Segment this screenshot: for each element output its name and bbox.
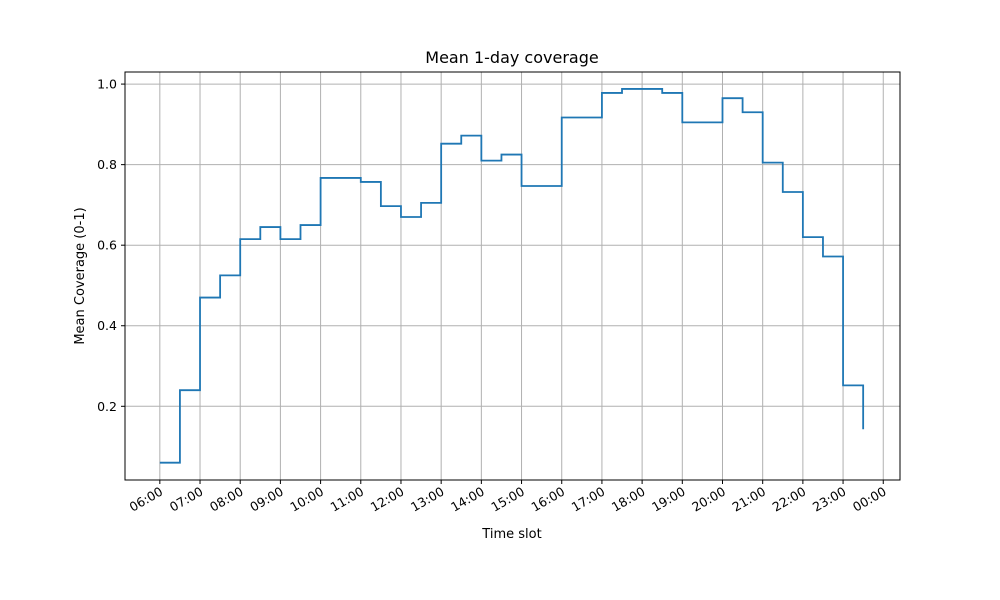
x-tick-label: 19:00 (649, 484, 688, 515)
x-tick-label: 11:00 (328, 484, 367, 515)
x-tick-label: 15:00 (488, 484, 527, 515)
y-tick-label: 0.2 (97, 399, 117, 414)
series-line-0 (159, 88, 865, 464)
x-tick-label: 14:00 (448, 484, 487, 515)
x-tick-label: 00:00 (850, 484, 889, 515)
x-tick-label: 13:00 (408, 484, 447, 515)
x-tick-label: 16:00 (529, 484, 568, 515)
x-tick-label: 10:00 (287, 484, 326, 515)
x-tick-label: 22:00 (770, 484, 809, 515)
plot-frame (124, 71, 901, 481)
x-axis-label: Time slot (481, 527, 541, 542)
x-tick-label: 09:00 (247, 484, 286, 515)
x-tick-label: 20:00 (689, 484, 728, 515)
data-layer (159, 88, 865, 464)
y-tick-label: 0.6 (97, 238, 117, 253)
y-tick-label: 0.4 (97, 318, 117, 333)
y-axis-label: Mean Coverage (0-1) (73, 207, 88, 344)
x-tick-label: 08:00 (207, 484, 246, 515)
x-tick-label: 07:00 (167, 484, 206, 515)
grid-layer (125, 72, 900, 480)
y-tick-label: 0.8 (97, 157, 117, 172)
tick-layer: 06:00 07:00 08:00 09:00 10:00 11:00 12:00 13:00… (97, 77, 889, 515)
y-tick-label: 1.0 (97, 77, 117, 92)
x-tick-label: 21:00 (729, 484, 768, 515)
x-tick-label: 12:00 (368, 484, 407, 515)
x-tick-label: 06:00 (127, 484, 166, 515)
x-tick-label: 18:00 (609, 484, 648, 515)
x-tick-label: 17:00 (569, 484, 608, 515)
x-tick-label: 23:00 (810, 484, 849, 515)
chart-title: Mean 1-day coverage (425, 48, 598, 67)
